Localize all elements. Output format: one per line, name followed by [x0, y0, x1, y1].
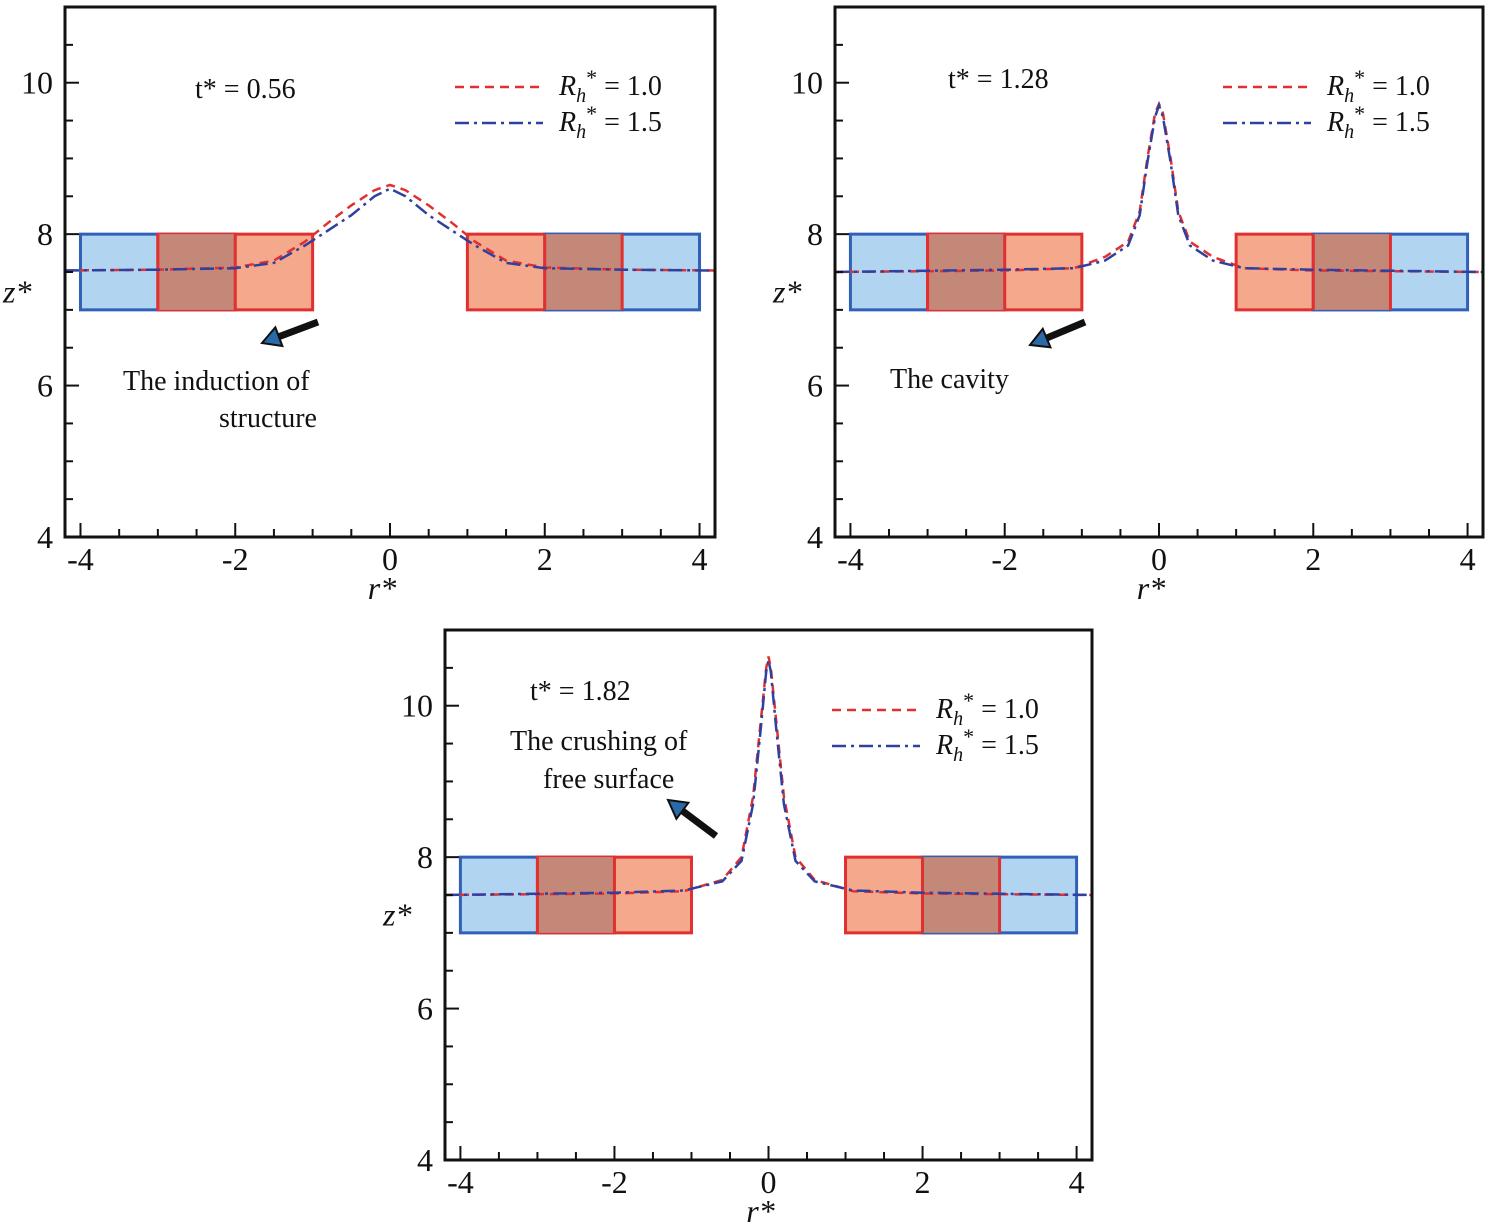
x-tick-label: -4 [67, 541, 94, 577]
legend-label: Rh* = 1.0 [558, 65, 662, 107]
chart-panel-3: -4 -2 0 2 4 4 6 8 10 r* z* t* = 1.82 Rh* = 1.0Rh* = … [382, 628, 1094, 1229]
y-axis-label: z* [382, 896, 411, 932]
y-tick-label: 10 [21, 65, 53, 101]
x-tick-label: 4 [692, 541, 708, 577]
y-tick-label: 8 [417, 839, 433, 875]
y-tick-label: 10 [791, 65, 823, 101]
annotation-text: The induction of [123, 366, 310, 397]
structure-overlap [544, 234, 623, 310]
y-axis-label: z* [2, 273, 31, 309]
x-axis-label: r* [1137, 570, 1165, 606]
y-axis-label: z* [772, 273, 801, 309]
time-label: t* = 1.28 [948, 64, 1049, 95]
x-tick-label: -2 [601, 1164, 628, 1200]
time-label: t* = 1.82 [530, 676, 631, 707]
legend-label: Rh* = 1.5 [558, 101, 662, 143]
x-axis-label: r* [368, 570, 396, 606]
y-tick-label: 4 [807, 519, 823, 555]
x-tick-label: 2 [1305, 541, 1321, 577]
y-tick-label: 8 [807, 216, 823, 252]
structure-overlap [537, 857, 615, 933]
series-line-rh10 [445, 656, 1092, 897]
y-tick-label: 6 [417, 991, 433, 1027]
x-tick-label: -4 [837, 541, 864, 577]
x-axis-label: r* [746, 1193, 774, 1229]
x-tick-label: -2 [991, 541, 1018, 577]
y-tick-label: 8 [37, 216, 53, 252]
structures [848, 232, 1470, 312]
x-tick-label: -4 [447, 1164, 474, 1200]
y-tick-label: 6 [37, 368, 53, 404]
annotation-arrowhead [666, 798, 691, 821]
annotation-arrowhead [260, 325, 284, 348]
x-tick-label: 0 [1151, 541, 1167, 577]
annotation-text: free surface [543, 764, 674, 795]
legend-label: Rh* = 1.0 [1326, 65, 1430, 107]
y-tick-label: 10 [401, 688, 433, 724]
structure-overlap [927, 234, 1005, 310]
structures [78, 232, 702, 312]
x-tick-label: 0 [761, 1164, 777, 1200]
x-tick-label: 2 [915, 1164, 931, 1200]
x-tick-label: 4 [1069, 1164, 1085, 1200]
annotation-arrowhead [1028, 326, 1053, 349]
annotation-text: The cavity [890, 364, 1009, 395]
x-tick-label: -2 [222, 541, 249, 577]
chart-panel-2: -4 -2 0 2 4 4 6 8 10 r* z* t* = 1.28 Rh* = 1.0Rh* = … [772, 5, 1485, 606]
structure-overlap [157, 234, 236, 310]
annotation-text: structure [219, 403, 317, 434]
legend-label: Rh* = 1.0 [935, 688, 1039, 730]
x-tick-label: 2 [537, 541, 553, 577]
annotation-text: The crushing of [510, 726, 688, 757]
x-tick-label: 0 [382, 541, 398, 577]
chart-panel-1: -4 -2 0 2 4 4 6 8 10 r* z* t* = 0.56 Rh* = 1.0Rh* = … [2, 5, 717, 606]
legend-label: Rh* = 1.5 [1326, 101, 1430, 143]
series-line-rh10 [65, 183, 715, 272]
series-line-rh15 [65, 187, 715, 272]
x-tick-label: 4 [1460, 541, 1476, 577]
y-tick-label: 4 [417, 1142, 433, 1178]
legend-label: Rh* = 1.5 [935, 724, 1039, 766]
series-line-rh15 [835, 101, 1483, 274]
y-tick-label: 6 [807, 368, 823, 404]
time-label: t* = 0.56 [195, 74, 296, 105]
y-tick-label: 4 [37, 519, 53, 555]
